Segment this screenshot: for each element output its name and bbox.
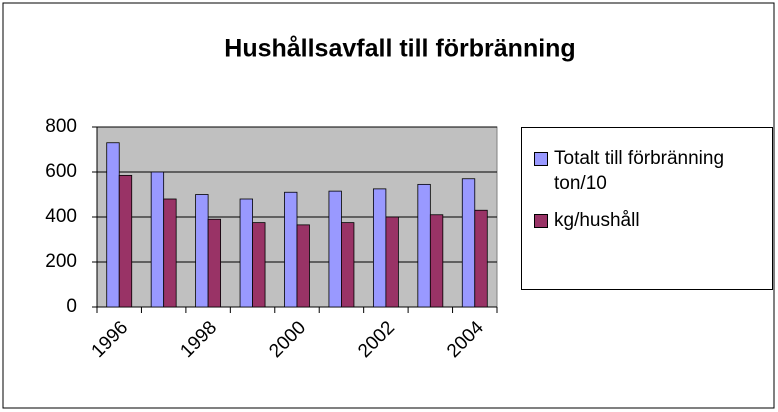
bar [296, 224, 310, 308]
bar [461, 178, 476, 308]
legend-item: Totalt till förbränning ton/10 [534, 146, 768, 196]
bar [239, 198, 253, 308]
legend-swatch [534, 214, 548, 228]
legend-item: kg/hushåll [534, 208, 768, 233]
bar [385, 216, 399, 308]
y-tick-label: 800 [45, 116, 77, 137]
bar [372, 188, 387, 308]
bar [341, 222, 355, 308]
bar [195, 194, 209, 308]
bar [328, 190, 342, 308]
y-tick-label: 0 [66, 296, 77, 317]
bar [417, 183, 431, 308]
bar [284, 191, 298, 308]
y-tick-label: 600 [45, 161, 77, 182]
bar [207, 218, 222, 308]
y-tick-label: 200 [45, 251, 77, 272]
bar [474, 209, 488, 308]
legend: Totalt till förbränning ton/10 kg/hushåll [521, 127, 773, 290]
y-tick-label: 400 [45, 206, 77, 227]
legend-swatch [534, 152, 548, 166]
bar [118, 174, 133, 308]
legend-label: kg/hushåll [554, 210, 640, 231]
bar [429, 214, 444, 308]
bar [106, 142, 120, 308]
chart-title: Hushållsavfall till förbränning [224, 35, 575, 63]
bar [150, 171, 165, 308]
bar [163, 198, 177, 308]
legend-label: Totalt till förbränning ton/10 [554, 148, 725, 194]
bar [252, 222, 266, 308]
